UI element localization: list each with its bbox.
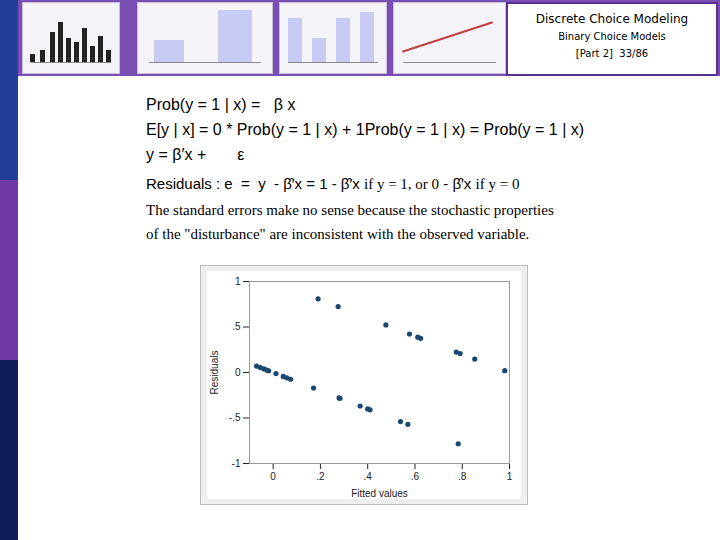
svg-text:.8: .8 — [458, 471, 467, 482]
svg-text:.6: .6 — [411, 471, 420, 482]
svg-text:.4: .4 — [364, 471, 373, 482]
html-text:Residuals : e = y - β̂′x = 1 -: Residuals : e = y - β̂′x = 1 - β̂′x if y… — [146, 175, 520, 192]
html-text:y = β′x + ε: y = β′x + ε — [146, 146, 245, 163]
html-text:Prob(y = 1 | x) = β x: Prob(y = 1 | x) = β x — [146, 96, 296, 113]
svg-text:-1: -1 — [232, 458, 241, 469]
svg-text:-.5: -.5 — [229, 412, 241, 423]
svg-text:1: 1 — [235, 276, 241, 287]
html-text:of the "disturbance" are incon: of the "disturbance" are inconsistent wi… — [146, 226, 530, 242]
html-text:Discrete Choice Modeling: Discrete Choice Modeling — [535, 12, 689, 26]
svg-text:0: 0 — [235, 367, 241, 378]
svg-text:.5: .5 — [232, 321, 241, 332]
html-text:[Part 2] 33/86: [Part 2] 33/86 — [575, 48, 649, 59]
svg-text:Residuals: Residuals — [209, 351, 220, 395]
html-text:E[y | x] = 0 * Prob(y = 1 | x): E[y | x] = 0 * Prob(y = 1 | x) + 1Prob(y… — [146, 121, 585, 138]
html-text:The standard errors make no se: The standard errors make no sense becaus… — [146, 202, 554, 218]
svg-text:.2: .2 — [316, 471, 325, 482]
svg-text:Fitted values: Fitted values — [351, 488, 408, 499]
html-text:Binary Choice Models: Binary Choice Models — [558, 31, 666, 42]
svg-text:0: 0 — [270, 471, 276, 482]
svg-text:1: 1 — [507, 471, 513, 482]
